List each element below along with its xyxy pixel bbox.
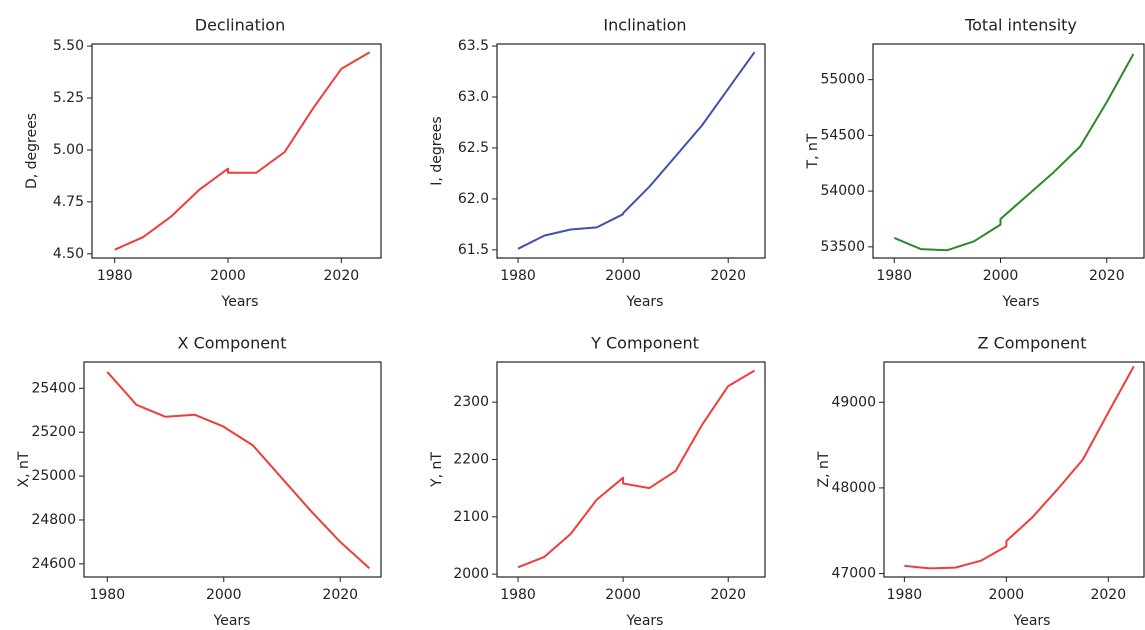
plot-frame: [496, 43, 766, 259]
y-axis-label: D, degrees: [24, 113, 40, 189]
y-tick-label: 62.5: [458, 140, 489, 156]
chart-title: X Component: [178, 334, 287, 353]
data-line: [517, 51, 756, 250]
x-tick-label: 2000: [983, 268, 1019, 284]
x-axis-label: Years: [1013, 613, 1051, 629]
x-tick-label: 2000: [210, 268, 246, 284]
y-tick-label: 2000: [453, 566, 489, 582]
plot-frame: [83, 361, 382, 578]
x-tick-label: 2020: [1090, 587, 1126, 603]
y-tick-label: 63.0: [458, 89, 489, 105]
x-tick-label: 2000: [989, 587, 1025, 603]
y-axis-label: Z, nT: [816, 451, 832, 487]
x-tick-label: 2020: [710, 268, 746, 284]
y-tick-label: 5.00: [53, 142, 84, 158]
y-axis-label: T, nT: [805, 133, 821, 169]
x-axis-label: Years: [213, 613, 251, 629]
y-tick-label: 54500: [820, 127, 865, 143]
y-tick-label: 55000: [820, 72, 865, 88]
x-axis-label: Years: [221, 294, 259, 310]
x-tick-label: 2000: [605, 587, 641, 603]
y-tick-label: 24600: [31, 556, 76, 572]
y-tick-label: 2200: [453, 451, 489, 467]
y-tick-label: 61.5: [458, 242, 489, 258]
data-line: [106, 371, 371, 569]
x-tick-label: 1980: [887, 587, 923, 603]
y-tick-label: 4.75: [53, 194, 84, 210]
chart-title: Y Component: [590, 334, 699, 353]
chart-title: Inclination: [603, 16, 686, 35]
y-tick-label: 47000: [831, 566, 876, 582]
x-tick-label: 2020: [1089, 268, 1125, 284]
data-line: [517, 369, 756, 569]
chart-title: Z Component: [978, 334, 1087, 353]
x-tick-label: 2020: [710, 587, 746, 603]
plot-frame: [496, 361, 766, 578]
x-tick-label: 2020: [324, 268, 360, 284]
x-axis-label: Years: [626, 613, 664, 629]
y-tick-label: 49000: [831, 394, 876, 410]
y-tick-label: 63.5: [458, 38, 489, 54]
x-axis-label: Years: [1002, 294, 1040, 310]
x-tick-label: 1980: [89, 587, 125, 603]
y-axis-label: Y, nT: [429, 452, 445, 488]
x-tick-label: 1980: [876, 268, 912, 284]
y-tick-label: 48000: [831, 480, 876, 496]
y-axis-label: I, degrees: [429, 116, 445, 185]
y-tick-label: 62.0: [458, 191, 489, 207]
y-tick-label: 5.50: [53, 38, 84, 54]
chart-title: Total intensity: [964, 16, 1077, 35]
plot-frame: [91, 43, 382, 259]
y-tick-label: 4.50: [53, 246, 84, 262]
y-tick-label: 25200: [31, 424, 76, 440]
y-tick-label: 53500: [820, 239, 865, 255]
x-tick-label: 1980: [97, 268, 133, 284]
plot-frame: [883, 361, 1145, 578]
x-axis-label: Years: [626, 294, 664, 310]
x-tick-label: 2020: [322, 587, 358, 603]
x-tick-label: 1980: [500, 587, 536, 603]
y-tick-label: 25400: [31, 380, 76, 396]
x-tick-label: 2000: [206, 587, 242, 603]
y-tick-label: 2300: [453, 394, 489, 410]
data-line: [893, 53, 1135, 252]
y-tick-label: 2100: [453, 509, 489, 525]
data-line: [904, 365, 1135, 570]
data-line: [114, 51, 371, 251]
x-tick-label: 2000: [605, 268, 641, 284]
y-tick-label: 24800: [31, 512, 76, 528]
y-tick-label: 5.25: [53, 90, 84, 106]
x-tick-label: 1980: [500, 268, 536, 284]
y-tick-label: 25000: [31, 468, 76, 484]
y-tick-label: 54000: [820, 183, 865, 199]
plot-frame: [872, 43, 1145, 259]
y-axis-label: X, nT: [16, 451, 32, 487]
chart-title: Declination: [195, 16, 285, 35]
